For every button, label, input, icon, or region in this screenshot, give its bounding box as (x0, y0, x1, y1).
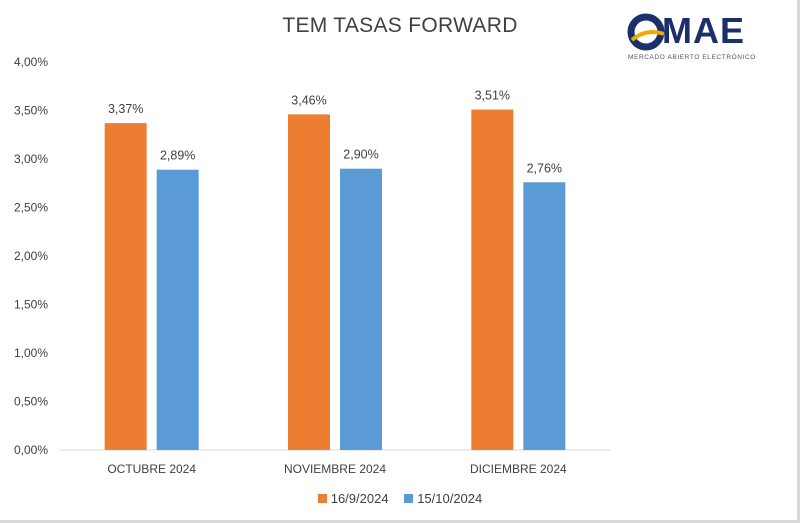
bar (156, 169, 199, 451)
y-tick-label: 1,50% (14, 298, 48, 312)
data-label: 3,37% (108, 102, 143, 116)
legend-swatch-blue (404, 494, 414, 503)
y-tick-label: 1,00% (14, 346, 48, 360)
legend-item-series-1: 16/9/2024 (317, 491, 389, 506)
y-tick-label: 2,50% (14, 201, 48, 215)
bar (523, 182, 566, 450)
legend: 16/9/2024 15/10/2024 (0, 491, 800, 506)
legend-item-series-2: 15/10/2024 (404, 491, 482, 506)
mae-logo: MAE MERCADO ABIERTO ELECTRÓNICO (627, 10, 756, 61)
chart-title: TEM TASAS FORWARD (282, 14, 518, 37)
y-tick-label: 0,50% (14, 395, 48, 409)
x-tick-label: OCTUBRE 2024 (107, 462, 196, 476)
data-label: 2,89% (160, 149, 195, 163)
legend-label-series-2: 15/10/2024 (417, 491, 483, 506)
bar (288, 114, 330, 450)
data-label: 2,90% (343, 148, 378, 162)
y-tick-label: 0,00% (14, 443, 48, 457)
x-tick-label: NOVIEMBRE 2024 (284, 462, 386, 476)
mae-logo-swirl-icon (627, 13, 665, 51)
bar (340, 168, 382, 450)
y-tick-label: 3,50% (14, 104, 48, 118)
legend-label-series-1: 16/9/2024 (330, 491, 389, 506)
data-label: 3,46% (291, 93, 326, 107)
legend-swatch-orange (317, 494, 327, 503)
data-label: 3,51% (475, 89, 510, 103)
bar (471, 109, 514, 450)
logo-subtitle: MERCADO ABIERTO ELECTRÓNICO (628, 54, 756, 61)
bar (104, 123, 147, 451)
y-tick-label: 2,00% (14, 249, 48, 263)
x-tick-label: DICIEMBRE 2024 (470, 462, 567, 476)
data-label: 2,76% (527, 161, 562, 175)
y-tick-label: 4,00% (14, 55, 48, 69)
y-tick-label: 3,00% (14, 152, 48, 166)
